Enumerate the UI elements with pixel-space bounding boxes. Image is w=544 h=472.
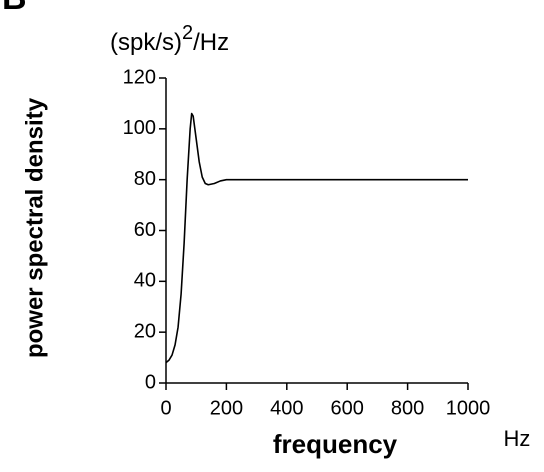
panel-label: B xyxy=(2,0,27,17)
x-axis-label: frequency xyxy=(273,429,398,459)
x-tick-label: 0 xyxy=(160,397,171,419)
y-unit-exponent: 2 xyxy=(182,22,193,44)
x-tick-label: 800 xyxy=(391,397,424,419)
y-tick-label: 20 xyxy=(134,320,156,342)
y-tick-label: 100 xyxy=(123,117,156,139)
y-tick-label: 40 xyxy=(134,270,156,292)
y-axis-label: power spectral density xyxy=(21,97,48,358)
y-unit: (spk/s)2/Hz xyxy=(110,22,229,56)
y-tick-label: 80 xyxy=(134,168,156,190)
line xyxy=(165,112,468,364)
y-tick-label: 60 xyxy=(134,219,156,241)
y-unit-base: (spk/s) xyxy=(110,29,182,56)
x-tick-label: 200 xyxy=(210,397,243,419)
x-tick-label: 600 xyxy=(331,397,364,419)
x-tick-label: 1000 xyxy=(446,397,491,419)
y-unit-tail: /Hz xyxy=(193,29,229,56)
y-tick-label: 0 xyxy=(145,371,156,393)
x-tick-label: 400 xyxy=(270,397,303,419)
x-unit: Hz xyxy=(504,426,531,451)
y-tick-label: 120 xyxy=(123,66,156,88)
